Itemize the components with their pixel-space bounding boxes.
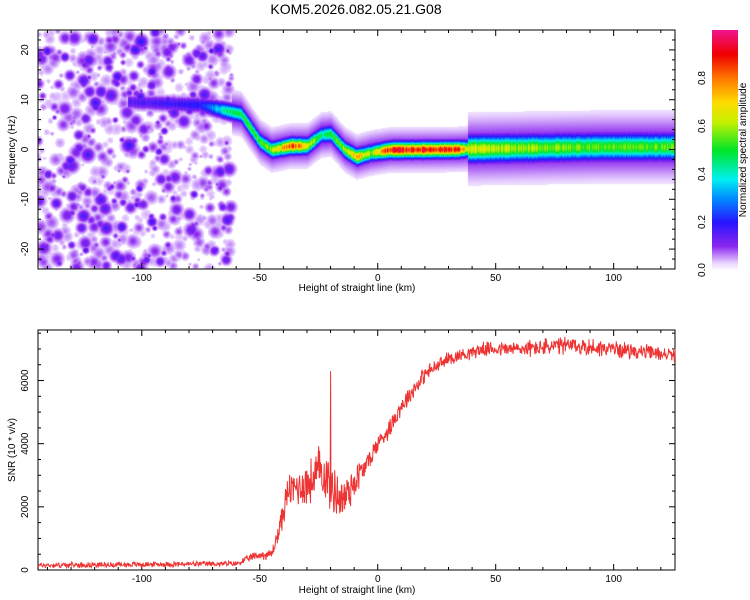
colorbar-tick-label: 0.6 [697, 119, 708, 133]
spectrogram-x-tick-label: -100 [132, 273, 152, 284]
snr-y-tick-label: 2000 [20, 495, 31, 518]
spectrogram-y-tick-label: -10 [20, 192, 31, 207]
spectrogram-y-axis-title: Frequency (Hz) [7, 116, 18, 185]
spectrogram-y-tick-label: 0 [20, 146, 31, 152]
colorbar-tick-label: 0.8 [697, 71, 708, 85]
colorbar-tick-label: 0.4 [697, 167, 708, 181]
spectrogram-x-axis-title: Height of straight line (km) [299, 283, 416, 294]
snr-y-tick-label: 6000 [20, 369, 31, 392]
spectrogram-heatmap [38, 30, 675, 269]
chart-title: KOM5.2026.082.05.21.G08 [270, 1, 441, 17]
snr-x-tick-label: -50 [253, 574, 268, 585]
snr-plot-frame [37, 329, 676, 571]
snr-x-tick-label: 100 [605, 574, 622, 585]
spectrogram-x-tick-label: -50 [253, 273, 268, 284]
colorbar-tick-label: 0.0 [697, 263, 708, 277]
snr-x-tick-label: 50 [490, 574, 502, 585]
spectrogram-x-tick-label: 0 [375, 273, 381, 284]
snr-axes: -100 -50 0 50 100 0 2000 4000 6000 [20, 329, 676, 585]
spectrogram-y-tick-label: -20 [20, 241, 31, 256]
snr-x-axis-title: Height of straight line (km) [299, 585, 416, 596]
snr-y-tick-label: 4000 [20, 432, 31, 455]
snr-series-line [37, 336, 676, 570]
spectrogram-x-tick-label: 100 [605, 273, 622, 284]
snr-x-tick-label: -100 [132, 574, 152, 585]
snr-x-tick-label: 0 [375, 574, 381, 585]
colorbar-label: Normalized spectral amplitude [738, 82, 749, 217]
spectrogram-y-tick-label: 20 [20, 44, 31, 56]
spectrogram-plot-frame [37, 29, 676, 270]
colorbar-gradient [712, 30, 738, 270]
colorbar-tick-label: 0.2 [697, 215, 708, 229]
spectrogram-y-tick-label: 10 [20, 94, 31, 106]
colorbar-axis: 0.0 0.2 0.4 0.6 0.8 [697, 71, 708, 277]
snr-y-axis-title: SNR (10 * v/v) [7, 418, 18, 482]
spectrogram-x-tick-label: 50 [490, 273, 502, 284]
snr-y-tick-label: 0 [20, 567, 31, 573]
